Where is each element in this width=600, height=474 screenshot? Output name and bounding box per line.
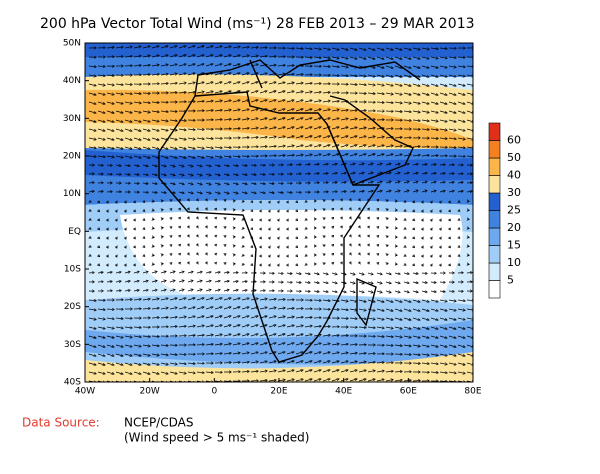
colorbar-box — [489, 176, 500, 194]
y-tick-label: 30N — [63, 114, 81, 124]
y-tick-label: 10S — [64, 265, 81, 275]
colorbar-label: 20 — [507, 221, 521, 234]
source: NCEP/CDAS — [124, 416, 193, 430]
wind-arrow — [341, 318, 348, 319]
source-label: Data Source: — [22, 416, 100, 430]
colorbar-label: 10 — [507, 256, 521, 269]
y-tick-label: 20S — [64, 302, 81, 312]
colorbar-label: 5 — [507, 274, 514, 287]
shade — [85, 57, 473, 77]
colorbar-box — [489, 263, 500, 281]
y-tick-label: 10N — [63, 189, 81, 199]
x-tick-label: 0 — [211, 387, 217, 397]
note: (Wind speed > 5 ms⁻¹ shaded) — [124, 431, 309, 445]
colorbar-label: 25 — [507, 204, 521, 217]
colorbar-box — [489, 281, 500, 299]
x-tick-label: 20W — [139, 387, 159, 397]
y-tick-label: 30S — [64, 340, 81, 350]
colorbar-label: 60 — [507, 134, 521, 147]
colorbar: 5 10 15 20 25 30 40 50 60 — [489, 123, 521, 298]
y-tick-label: EQ — [68, 227, 81, 237]
x-tick-label: 80E — [464, 387, 481, 397]
colorbar-label: 50 — [507, 151, 521, 164]
x-tick-label: 60E — [400, 387, 417, 397]
y-tick-label: 20N — [63, 152, 81, 162]
colorbar-box — [489, 211, 500, 229]
map-title: 200 hPa Vector Total Wind (ms⁻¹) 28 FEB … — [40, 16, 475, 32]
x-tick-label: 40W — [75, 387, 95, 397]
colorbar-box — [489, 193, 500, 211]
colorbar-box — [489, 228, 500, 246]
colorbar-label: 30 — [507, 186, 521, 199]
colorbar-box — [489, 141, 500, 159]
colorbar-label: 15 — [507, 239, 521, 252]
shade — [85, 43, 473, 57]
y-tick-label: 40S — [64, 378, 81, 388]
colorbar-box — [489, 123, 500, 141]
colorbar-label: 40 — [507, 169, 521, 182]
y-tick-label: 40N — [63, 76, 81, 86]
colorbar-box — [489, 246, 500, 264]
x-tick-label: 20E — [270, 387, 287, 397]
shade — [120, 210, 463, 300]
wind-shading — [85, 43, 474, 383]
y-tick-label: 50N — [63, 39, 81, 49]
x-tick-label: 40E — [335, 387, 352, 397]
colorbar-box — [489, 158, 500, 176]
